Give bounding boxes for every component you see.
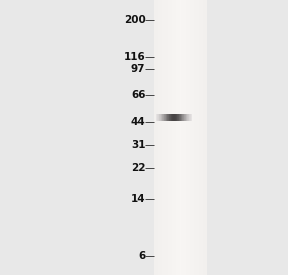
- Text: 200: 200: [124, 15, 145, 25]
- Bar: [170, 0, 172, 275]
- Bar: [173, 0, 175, 275]
- Bar: [194, 0, 195, 275]
- Text: 22: 22: [131, 163, 145, 174]
- Bar: [174, 114, 175, 121]
- Bar: [185, 0, 187, 275]
- Bar: [167, 114, 168, 121]
- Bar: [202, 0, 203, 275]
- Bar: [171, 114, 172, 121]
- Bar: [188, 0, 190, 275]
- Bar: [183, 0, 184, 275]
- Bar: [170, 114, 171, 121]
- Bar: [188, 114, 189, 121]
- Bar: [199, 0, 200, 275]
- Bar: [185, 114, 186, 121]
- Bar: [161, 0, 162, 275]
- Bar: [190, 114, 191, 121]
- Bar: [154, 0, 156, 275]
- Text: 97: 97: [131, 64, 145, 74]
- Bar: [205, 0, 206, 275]
- Text: 116: 116: [124, 52, 145, 62]
- Bar: [184, 0, 185, 275]
- Bar: [180, 114, 181, 121]
- Bar: [191, 114, 192, 121]
- Bar: [158, 114, 159, 121]
- Bar: [166, 0, 168, 275]
- Bar: [203, 0, 205, 275]
- Bar: [169, 0, 170, 275]
- Bar: [196, 0, 198, 275]
- Bar: [175, 114, 176, 121]
- Bar: [189, 114, 190, 121]
- Text: 31: 31: [131, 140, 145, 150]
- Bar: [195, 0, 196, 275]
- Bar: [182, 114, 183, 121]
- Bar: [186, 114, 187, 121]
- Bar: [178, 114, 179, 121]
- Bar: [177, 114, 178, 121]
- Bar: [175, 0, 176, 275]
- Bar: [183, 114, 184, 121]
- Bar: [179, 0, 180, 275]
- Bar: [161, 114, 162, 121]
- Bar: [172, 114, 173, 121]
- Bar: [160, 0, 161, 275]
- Bar: [159, 114, 160, 121]
- Bar: [154, 0, 207, 275]
- Bar: [158, 0, 160, 275]
- Bar: [157, 114, 158, 121]
- Bar: [160, 114, 161, 121]
- Text: 14: 14: [131, 194, 145, 204]
- Bar: [163, 114, 164, 121]
- Bar: [187, 0, 188, 275]
- Bar: [181, 0, 183, 275]
- Text: 66: 66: [131, 90, 145, 100]
- Bar: [165, 114, 166, 121]
- Bar: [157, 0, 158, 275]
- Bar: [192, 0, 194, 275]
- Bar: [173, 114, 174, 121]
- Bar: [162, 0, 164, 275]
- Bar: [184, 114, 185, 121]
- Bar: [187, 114, 188, 121]
- Bar: [177, 0, 179, 275]
- Bar: [198, 0, 199, 275]
- Bar: [156, 114, 157, 121]
- Bar: [164, 0, 165, 275]
- Bar: [206, 0, 207, 275]
- Bar: [156, 0, 157, 275]
- Bar: [162, 114, 163, 121]
- Bar: [168, 0, 169, 275]
- Bar: [172, 0, 173, 275]
- Bar: [191, 0, 192, 275]
- Bar: [200, 0, 202, 275]
- Bar: [190, 0, 191, 275]
- Bar: [181, 114, 182, 121]
- Text: 6: 6: [138, 251, 145, 261]
- Bar: [164, 114, 165, 121]
- Bar: [166, 114, 167, 121]
- Bar: [176, 114, 177, 121]
- Bar: [165, 0, 166, 275]
- Bar: [176, 0, 177, 275]
- Bar: [179, 114, 180, 121]
- Text: 44: 44: [131, 117, 145, 127]
- Bar: [169, 114, 170, 121]
- Bar: [168, 114, 169, 121]
- Bar: [180, 0, 181, 275]
